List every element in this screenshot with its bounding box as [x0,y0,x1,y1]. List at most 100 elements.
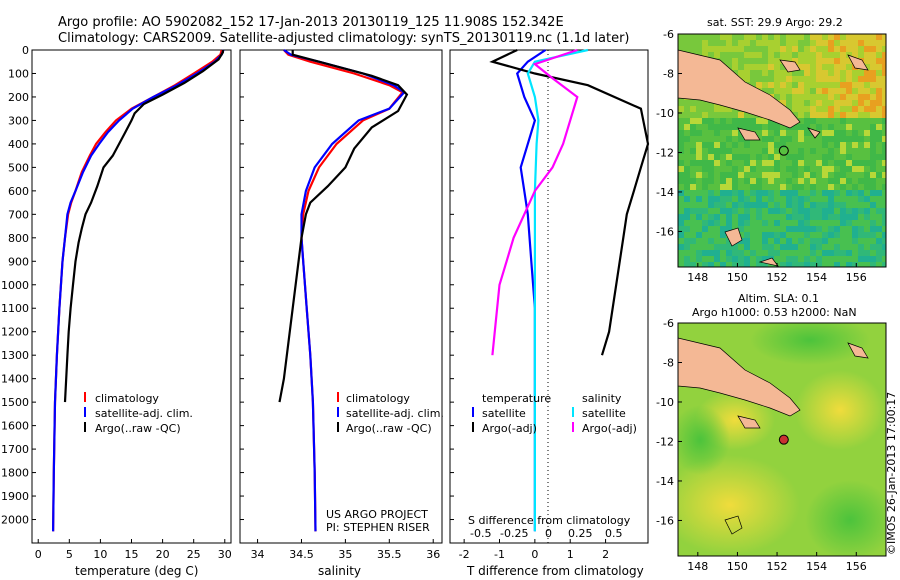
sst-cell [702,106,708,112]
sst-cell [774,202,780,208]
sst-cell [720,262,726,267]
sst-cell [684,202,690,208]
sst-cell [720,166,726,172]
sst-cell [840,142,846,148]
sst-cell [792,250,798,256]
x-tick-label: 20 [156,548,170,561]
sst-cell [678,100,684,106]
sst-cell [792,124,798,130]
sst-cell [702,214,708,220]
sst-cell [714,226,720,232]
sst-cell [678,232,684,238]
sst-cell [756,202,762,208]
sst-cell [714,172,720,178]
sst-cell [828,196,834,202]
sla-map: Altim. SLA: 0.1 Argo h1000: 0.53 h2000: … [656,292,887,573]
sst-cell [786,160,792,166]
sst-cell [864,196,870,202]
top-tick-4: 0.25 [568,527,593,540]
difference-axis: -2 -1 0 1 2 [459,539,609,561]
sst-cell [738,184,744,190]
sst-cell [792,238,798,244]
series-satellite [515,49,547,532]
sst-cell [780,46,786,52]
sst-cell [828,148,834,154]
sst-cell [834,130,840,136]
sst-cell [696,220,702,226]
sst-cell [726,178,732,184]
sst-cell [876,262,882,267]
sst-cell [834,46,840,52]
sst-cell [798,34,804,40]
depth-tick-label: 500 [8,161,29,174]
sst-cell [882,112,886,118]
sst-cell [678,46,684,52]
sst-cell [822,142,828,148]
sst-cell [822,82,828,88]
sst-cell [702,130,708,136]
sst-cell [882,190,886,196]
sst-cell [786,232,792,238]
sst-cell [852,220,858,226]
sst-cell [858,250,864,256]
legend-header-salinity: salinity [582,392,622,405]
sst-cell [828,154,834,160]
sst-cell [864,190,870,196]
sst-cell [870,202,876,208]
sst-cell [756,154,762,160]
sst-cell [810,82,816,88]
sst-cell [882,130,886,136]
sst-cell [774,232,780,238]
sst-cell [786,226,792,232]
sst-cell [840,160,846,166]
sst-cell [840,238,846,244]
sst-cell [804,130,810,136]
sst-cell [876,82,882,88]
sst-cell [798,52,804,58]
sst-cell [756,256,762,262]
sst-cell [750,124,756,130]
sst-cell [834,208,840,214]
sst-cell [816,220,822,226]
sst-cell [750,256,756,262]
depth-tick-label: 1300 [1,349,29,362]
difference-xlabel-top: S difference from climatology [468,514,631,527]
sst-cell [738,262,744,267]
sst-cell [690,34,696,40]
sst-cell [804,94,810,100]
sst-cell [846,154,852,160]
sst-cell [816,52,822,58]
sst-cell [852,148,858,154]
sst-cell [816,214,822,220]
series-argo-raw-qc- [278,50,409,403]
sst-cell [816,262,822,267]
sst-cell [798,256,804,262]
top-tick-3: 0 [545,527,552,540]
sst-cell [864,40,870,46]
sst-cell [726,52,732,58]
sst-cell [834,172,840,178]
sst-cell [852,112,858,118]
sst-cell [798,154,804,160]
sst-cell [756,34,762,40]
sst-cell [804,100,810,106]
sst-cell [732,196,738,202]
sst-cell [756,124,762,130]
sst-cell [714,112,720,118]
sst-cell [798,76,804,82]
sst-cell [798,166,804,172]
sst-cell [810,136,816,142]
sst-cell [804,226,810,232]
sst-cell [822,208,828,214]
sst-cell [828,124,834,130]
sst-cell [858,238,864,244]
sst-cell [792,52,798,58]
sst-cell [876,124,882,130]
sst-cell [840,154,846,160]
sst-cell [696,232,702,238]
sst-cell [876,226,882,232]
sst-cell [720,112,726,118]
sst-cell [726,190,732,196]
sst-cell [840,106,846,112]
sst-cell [768,154,774,160]
